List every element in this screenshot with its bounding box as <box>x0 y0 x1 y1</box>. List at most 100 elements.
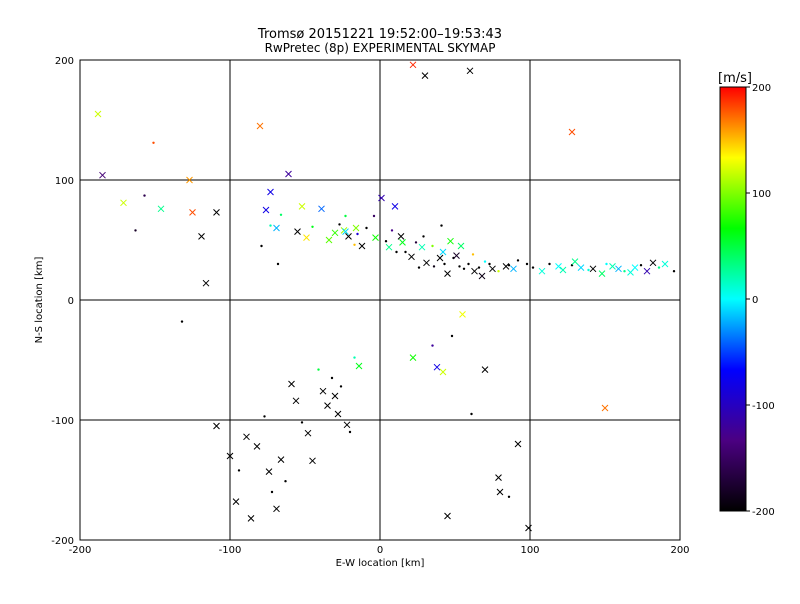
data-point-cross <box>421 72 429 79</box>
x-tick-label: 0 <box>377 545 383 556</box>
data-point-cross <box>226 452 234 460</box>
data-point-cross <box>418 243 426 251</box>
data-point-cross <box>495 474 502 481</box>
data-point-dot <box>348 430 352 434</box>
data-point-cross <box>355 362 363 370</box>
colorbar-tick-label: -200 <box>752 507 775 518</box>
data-point-dot <box>372 214 376 218</box>
data-point-dot <box>338 223 341 226</box>
chart-subtitle: RwPretec (8p) EXPERIMENTAL SKYMAP <box>265 41 496 55</box>
data-point-cross <box>496 488 504 496</box>
data-point-cross <box>447 237 454 245</box>
data-point-cross <box>253 443 261 450</box>
data-point-cross <box>631 264 639 271</box>
data-point-dot <box>623 270 626 273</box>
data-point-cross <box>433 363 441 371</box>
colorbar-scale <box>719 86 747 512</box>
data-point-cross <box>391 203 399 210</box>
data-point-cross <box>571 258 579 265</box>
data-point-dot <box>384 240 388 243</box>
data-point-dot <box>276 262 280 266</box>
data-point-dot <box>395 250 398 254</box>
data-point-cross <box>615 265 622 273</box>
data-point-cross <box>262 206 270 214</box>
data-point-cross <box>265 468 273 475</box>
data-point-cross <box>303 234 310 241</box>
data-point-dot <box>497 270 500 273</box>
data-point-cross <box>436 254 444 262</box>
data-point-cross <box>247 515 255 522</box>
x-tick-label: -200 <box>69 545 92 556</box>
data-point-cross <box>288 380 295 388</box>
data-point-dot <box>356 232 359 236</box>
data-point-dot <box>672 270 676 273</box>
data-point-dot <box>548 262 551 266</box>
data-point-dot <box>317 368 320 371</box>
data-point-dot <box>431 244 434 248</box>
data-point-dot <box>470 412 473 416</box>
data-point-dot <box>417 266 421 269</box>
chart-title: Tromsø 20151221 19:52:00–19:53:43 <box>257 27 502 42</box>
data-point-cross <box>198 233 205 240</box>
data-point-cross <box>514 440 522 448</box>
data-point-dot <box>353 356 356 359</box>
data-point-cross <box>459 311 466 318</box>
data-point-cross <box>649 259 657 267</box>
data-point-cross <box>189 209 196 216</box>
data-point-dot <box>605 262 608 266</box>
data-point-cross <box>408 253 415 261</box>
data-point-cross <box>331 392 339 400</box>
data-point-dot <box>657 266 661 269</box>
data-point-cross <box>409 61 417 69</box>
colorbar-tick-label: -100 <box>752 401 775 412</box>
data-point-cross <box>525 524 532 532</box>
data-point-cross <box>478 272 486 280</box>
data-point-dot <box>263 415 266 418</box>
title-layer: Tromsø 20151221 19:52:00–19:53:43 RwPret… <box>257 27 502 55</box>
data-point-cross <box>352 224 360 232</box>
data-point-cross <box>294 228 301 235</box>
data-point-cross <box>318 205 325 213</box>
data-point-dot <box>525 262 529 266</box>
data-point-dot <box>365 226 368 230</box>
data-point-cross <box>358 242 366 250</box>
data-point-cross <box>232 498 240 505</box>
data-point-cross <box>186 176 193 184</box>
data-point-cross <box>94 110 102 118</box>
data-point-cross <box>213 209 220 216</box>
data-point-cross <box>399 239 406 246</box>
data-point-dot <box>531 266 535 269</box>
data-point-cross <box>397 233 405 240</box>
data-point-cross <box>334 410 342 418</box>
data-point-cross <box>324 402 331 409</box>
gridlines <box>80 60 680 540</box>
data-point-dot <box>450 334 454 338</box>
data-point-dot <box>483 260 487 263</box>
data-point-dot <box>279 213 283 216</box>
data-point-dot <box>458 265 461 268</box>
data-point-cross <box>577 264 585 271</box>
data-points <box>94 61 676 532</box>
data-point-cross <box>609 263 616 270</box>
data-point-cross <box>292 397 300 405</box>
data-point-cross <box>510 265 517 273</box>
data-point-cross <box>481 366 489 373</box>
data-point-cross <box>243 433 250 441</box>
data-point-cross <box>345 233 352 240</box>
data-point-cross <box>99 171 106 179</box>
data-point-dot <box>467 262 470 266</box>
data-point-dot <box>639 264 643 267</box>
data-point-dot <box>284 480 287 483</box>
colorbar-unit: [m/s] <box>718 71 752 86</box>
data-point-dot <box>507 264 511 267</box>
data-point-cross <box>202 279 210 287</box>
data-point-cross <box>489 265 496 273</box>
colorbar: [m/s] -200 -100 0 100 200 <box>718 71 775 518</box>
data-point-cross <box>157 205 165 213</box>
data-point-cross <box>385 243 393 251</box>
data-point-cross <box>601 404 609 412</box>
data-point-cross <box>453 252 460 259</box>
data-point-dot <box>432 265 436 268</box>
data-point-cross <box>444 512 451 520</box>
